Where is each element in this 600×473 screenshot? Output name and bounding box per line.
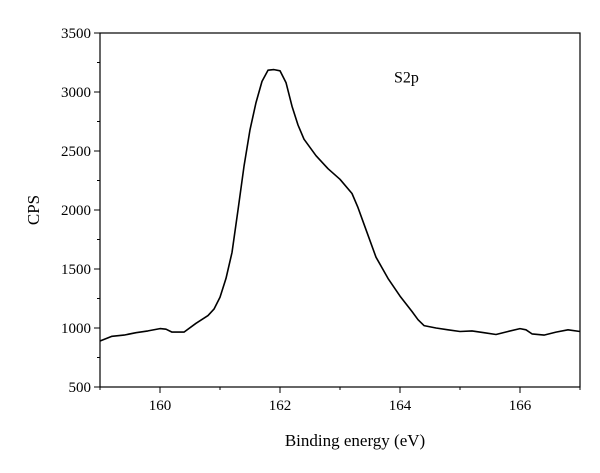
tick-labels: 160 162 164 166 500 1000 1500 2000 2500 3000 3500 [61,26,532,414]
series-layer [99,68,581,342]
x-tick-label: 166 [509,398,532,414]
y-axis-label: CPS [24,195,43,225]
x-tick-label: 164 [389,398,412,414]
y-tick-label: 3500 [61,26,91,42]
y-tick-label: 2500 [61,144,91,160]
plot-border [99,32,581,388]
x-tick-label: 160 [149,398,172,414]
y-tick-label: 3000 [61,85,91,101]
x-axis-label: Binding energy (eV) [285,431,425,450]
plot-frame [99,32,581,388]
y-tick-label: 1000 [61,321,91,337]
peak-annotation: S2p [394,70,419,87]
series-line [99,68,581,342]
axis-ticks [94,32,581,393]
y-tick-label: 2000 [61,203,91,219]
x-tick-label: 162 [269,398,292,414]
y-tick-label: 500 [69,380,92,396]
y-tick-label: 1500 [61,262,91,278]
